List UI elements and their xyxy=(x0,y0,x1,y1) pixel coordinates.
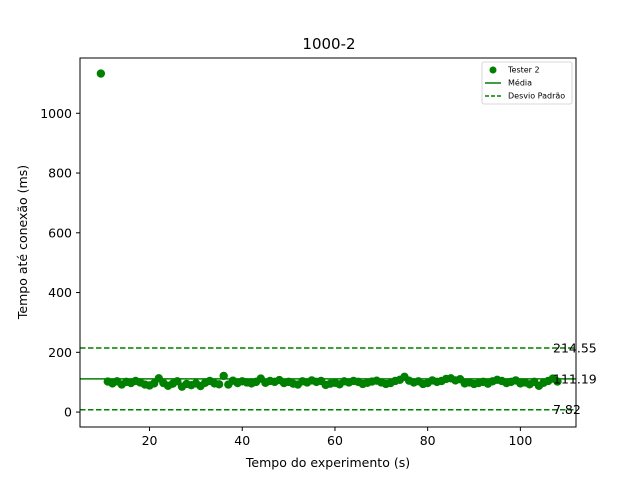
x-tick-label: 20 xyxy=(142,433,158,448)
reference-line-label: 214.55 xyxy=(553,340,597,355)
x-tick-label: 80 xyxy=(420,433,436,448)
chart-title: 1000-2 xyxy=(302,35,355,53)
legend-label-std: Desvio Padrão xyxy=(508,92,565,101)
legend-label-tester: Tester 2 xyxy=(507,66,540,75)
reference-line-label: 111.19 xyxy=(553,371,597,386)
x-axis-ticks: 20 40 60 80 100 xyxy=(142,427,532,448)
plot-frame xyxy=(79,57,577,428)
y-tick-label: 0 xyxy=(64,405,72,420)
y-tick-label: 200 xyxy=(48,345,72,360)
data-point xyxy=(219,371,228,381)
reference-line-label: 7.82 xyxy=(553,402,581,417)
y-axis-ticks: 0 200 400 600 800 1000 xyxy=(40,106,80,420)
legend-box xyxy=(481,61,573,105)
legend-marker-scatter xyxy=(489,66,497,74)
x-tick-label: 100 xyxy=(508,433,532,448)
x-axis-title: Tempo do experimento (s) xyxy=(245,455,410,470)
reference-line-labels: 111.19 214.55 7.82 xyxy=(553,340,597,417)
x-tick-label: 60 xyxy=(327,433,343,448)
x-tick-label: 40 xyxy=(234,433,250,448)
data-points xyxy=(96,69,562,391)
y-axis-title: Tempo até conexão (ms) xyxy=(15,165,30,320)
legend: Tester 2 Média Desvio Padrão xyxy=(481,61,573,105)
data-point xyxy=(553,377,562,386)
legend-label-mean: Média xyxy=(508,78,532,88)
y-tick-label: 600 xyxy=(48,225,72,240)
y-tick-label: 400 xyxy=(48,285,72,300)
y-tick-label: 1000 xyxy=(40,106,72,121)
y-tick-label: 800 xyxy=(48,166,72,181)
data-point xyxy=(214,380,224,389)
data-point xyxy=(96,69,106,78)
